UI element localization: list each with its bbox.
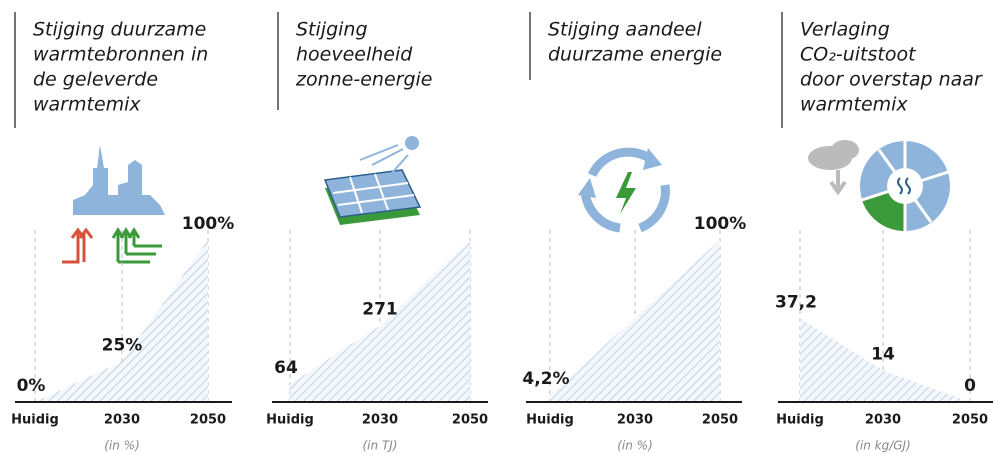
chart-title: Stijging [296,19,368,41]
energy-icon [578,147,670,233]
value-label: 0% [17,376,46,396]
city-icon [62,145,165,264]
x-tick-label: Huidig [266,413,314,428]
chart-title: hoeveelheid [296,44,413,66]
unit-label: (in %) [104,439,140,453]
chart-title: door overstap naar [800,69,983,91]
x-tick-label: 2050 [190,413,226,428]
x-tick-label: Huidig [11,413,59,428]
x-tick-label: Huidig [526,413,574,428]
solar-icon [323,136,422,225]
x-tick-label: 2050 [452,413,488,428]
area [35,240,208,402]
x-tick-label: 2050 [952,413,988,428]
unit-label: (in %) [617,439,653,453]
chart-title: warmtemix [800,94,908,116]
area [800,318,970,402]
chart-title: Stijging duurzame [33,19,206,41]
x-tick-label: 2050 [702,413,738,428]
x-tick-label: 2030 [865,413,901,428]
chart-title: zonne-energie [295,69,433,91]
co2-icon [808,140,950,232]
value-label: 100% [694,214,747,234]
chart-title: Stijging aandeel [548,19,702,41]
x-tick-label: 2030 [362,413,398,428]
value-label: 14 [871,345,895,365]
x-tick-label: 2030 [617,413,653,428]
x-tick-label: Huidig [776,413,824,428]
value-label: 64 [274,358,298,378]
chart-title: de geleverde [33,69,158,91]
value-label: 25% [102,336,143,356]
chart-title: warmtemix [33,94,141,116]
unit-label: (in TJ) [363,439,398,453]
area [290,240,470,402]
value-label: 0 [964,376,976,396]
chart-title: CO₂-uitstoot [800,44,917,66]
value-label: 271 [362,300,398,320]
x-tick-label: 2030 [104,413,140,428]
chart-title: duurzame energie [548,44,722,66]
value-label: 37,2 [775,292,817,312]
value-label: 4,2% [522,369,569,389]
unit-label: (in kg/GJ) [855,439,911,453]
chart-title: Verlaging [800,19,890,41]
value-label: 100% [182,214,235,234]
area [550,240,720,402]
chart-title: warmtebronnen in [33,44,208,66]
